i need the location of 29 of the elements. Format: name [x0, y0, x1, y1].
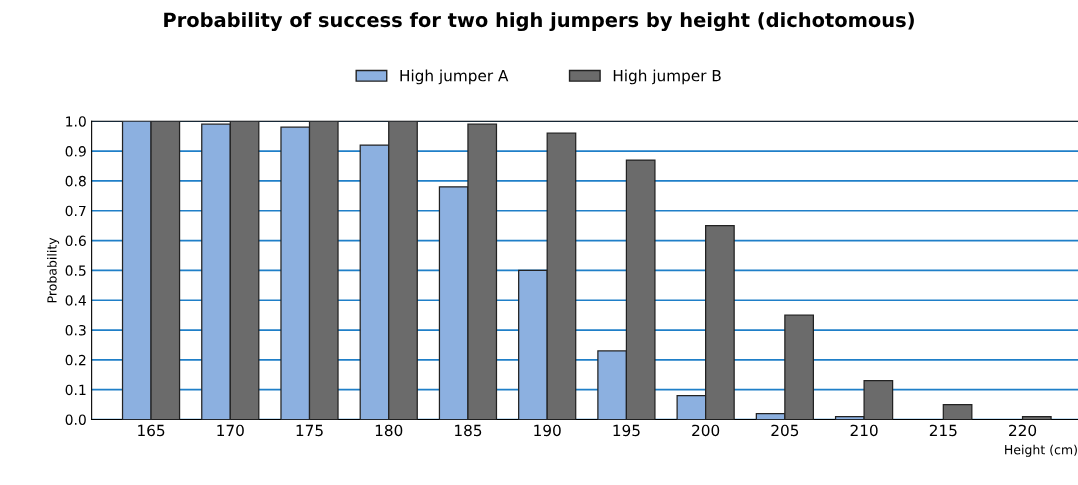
bar: [942, 403, 973, 420]
chart-title: Probability of success for two high jumpers by height (dichotomous): [164, 12, 914, 32]
x-tick-label: 180: [375, 424, 403, 437]
x-tick-label: 165: [138, 424, 165, 437]
y-tick-label: 0.9: [65, 146, 86, 157]
y-tick-label: 1.0: [66, 116, 86, 127]
x-tick-label: 185: [455, 424, 482, 437]
y-tick-label: 0.8: [65, 175, 86, 187]
y-tick-label: 0.0: [65, 414, 86, 425]
x-tick-label: 215: [929, 424, 957, 437]
x-tick-label: 175: [296, 424, 323, 437]
y-tick-label: 0.5: [65, 265, 86, 276]
legend-label: High jumper B: [613, 69, 721, 85]
y-tick-label: 0.7: [65, 205, 86, 217]
x-tick-label: 210: [850, 424, 878, 437]
x-tick-label: 205: [771, 424, 799, 437]
x-tick-label: 195: [613, 424, 640, 437]
legend-label: High jumper A: [400, 69, 509, 85]
y-tick-label: 0.4: [65, 295, 86, 306]
x-axis-title: Height (cm): [1005, 444, 1077, 457]
x-tick-label: 190: [534, 424, 561, 437]
y-tick-label: 0.6: [65, 235, 86, 247]
y-tick-label: 0.3: [65, 325, 86, 336]
y-axis-title: Probability: [47, 237, 60, 303]
x-tick-label: 200: [692, 424, 720, 437]
y-tick-label: 0.1: [65, 384, 86, 396]
x-tick-label: 220: [1009, 424, 1037, 437]
y-tick-label: 0.2: [65, 354, 86, 366]
x-tick-label: 170: [217, 424, 244, 437]
